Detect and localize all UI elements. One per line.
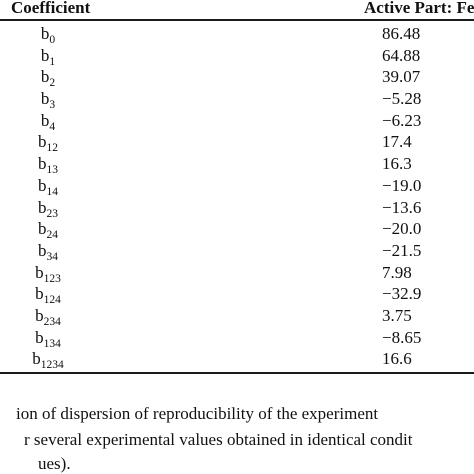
- coefficient-cell: b134: [0, 327, 96, 350]
- coefficient-subscript: 12: [46, 142, 59, 155]
- coefficient-cell: b234: [0, 305, 96, 328]
- coefficient-cell: b13: [0, 154, 96, 177]
- table-row: b4 −6.23: [0, 111, 474, 133]
- footnote-line-3: ues).: [38, 454, 71, 473]
- coefficient-subscript: 34: [46, 250, 59, 263]
- table-row: b12 17.4: [0, 132, 474, 154]
- active-part-value-cell: −20.0: [382, 219, 422, 239]
- table-row: b24 −20.0: [0, 219, 474, 241]
- active-part-value-cell: 39.07: [382, 67, 421, 87]
- active-part-value-cell: 17.4: [382, 132, 412, 152]
- table-row: b124 −32.9: [0, 284, 474, 306]
- table-row: b234 3.75: [0, 306, 474, 328]
- table-row: b0 86.48: [0, 24, 474, 46]
- coefficient-subscript: 3: [49, 99, 56, 112]
- active-part-value-cell: −19.0: [382, 175, 422, 195]
- coefficient-symbol: b: [35, 262, 44, 282]
- table-row: b1 64.88: [0, 46, 474, 68]
- table-row: b23 −13.6: [0, 198, 474, 220]
- coefficient-symbol: b: [38, 175, 47, 195]
- table-row: b13 16.3: [0, 154, 474, 176]
- active-part-value-cell: −5.28: [382, 89, 422, 109]
- coefficient-cell: b4: [0, 110, 96, 133]
- table-bottom-rule: [0, 372, 474, 374]
- coefficient-symbol: b: [38, 154, 47, 174]
- active-part-value-cell: 3.75: [382, 305, 412, 325]
- active-part-value-cell: −6.23: [382, 110, 422, 130]
- active-part-value-cell: 86.48: [382, 24, 421, 43]
- coefficient-cell: b0: [0, 24, 96, 46]
- coefficient-symbol: b: [40, 45, 50, 65]
- coefficient-cell: b124: [0, 284, 96, 307]
- active-part-value-cell: −21.5: [382, 240, 422, 260]
- coefficient-symbol: b: [38, 219, 47, 239]
- coefficient-symbol: b: [38, 197, 47, 217]
- column-header-coefficient: Coefficient: [11, 0, 91, 17]
- coefficient-symbol: b: [40, 67, 50, 87]
- column-header-active-part: Active Part: Fe: [364, 0, 474, 17]
- table-row: b2 39.07: [0, 67, 474, 89]
- active-part-value-cell: 16.3: [382, 154, 412, 174]
- coefficient-symbol: b: [35, 327, 44, 347]
- coefficient-symbol: b: [38, 132, 47, 152]
- coefficient-cell: b12: [0, 132, 96, 155]
- table-row: b123 7.98: [0, 263, 474, 285]
- coefficient-subscript: 1234: [40, 359, 64, 372]
- table-row: b14 −19.0: [0, 176, 474, 198]
- coefficient-subscript: 134: [43, 337, 61, 350]
- table-row: b134 −8.65: [0, 328, 474, 350]
- table-row: b34 −21.5: [0, 241, 474, 263]
- coefficient-subscript: 0: [49, 34, 56, 46]
- footnote-line-1: ion of dispersion of reproducibility of …: [16, 404, 379, 423]
- coefficient-symbol: b: [32, 349, 41, 369]
- coefficient-cell: b123: [0, 262, 96, 285]
- coefficient-subscript: 124: [43, 294, 61, 307]
- coefficient-subscript: 13: [46, 164, 59, 177]
- table-header-rule: [0, 19, 474, 21]
- coefficient-subscript: 14: [46, 185, 59, 198]
- coefficient-subscript: 234: [43, 315, 61, 328]
- coefficient-cell: b1234: [0, 349, 96, 372]
- active-part-value-cell: −13.6: [382, 197, 422, 217]
- coefficient-cell: b14: [0, 175, 96, 198]
- coefficient-subscript: 23: [46, 207, 59, 220]
- coefficient-cell: b3: [0, 89, 96, 112]
- coefficient-symbol: b: [40, 110, 50, 130]
- coefficient-symbol: b: [35, 284, 44, 304]
- active-part-value-cell: −32.9: [382, 284, 422, 304]
- active-part-value-cell: 64.88: [382, 45, 421, 65]
- active-part-value-cell: −8.65: [382, 327, 422, 347]
- table-row: b3 −5.28: [0, 89, 474, 111]
- coefficient-cell: b34: [0, 240, 96, 263]
- table-row: b1234 16.6: [0, 349, 474, 371]
- coefficient-symbol: b: [40, 89, 50, 109]
- coefficient-symbol: b: [38, 240, 47, 260]
- coefficient-cell: b2: [0, 67, 96, 90]
- coefficient-cell: b1: [0, 45, 96, 68]
- coefficient-cell: b23: [0, 197, 96, 220]
- coefficient-subscript: 123: [43, 272, 61, 285]
- active-part-value-cell: 7.98: [382, 262, 412, 282]
- table-body: b0 86.48 b1 64.88 b2 39.07 b3 −5.28 b4 −6.23 b12 17…: [0, 24, 474, 371]
- coefficient-cell: b24: [0, 219, 96, 242]
- coefficient-subscript: 2: [49, 77, 56, 90]
- coefficient-symbol: b: [35, 305, 44, 325]
- coefficient-subscript: 4: [49, 120, 56, 133]
- footnote-line-2: r several experimental values obtained i…: [24, 430, 413, 449]
- coefficient-subscript: 1: [49, 55, 56, 68]
- active-part-value-cell: 16.6: [382, 349, 412, 369]
- coefficient-subscript: 24: [46, 229, 59, 242]
- coefficient-symbol: b: [40, 24, 50, 43]
